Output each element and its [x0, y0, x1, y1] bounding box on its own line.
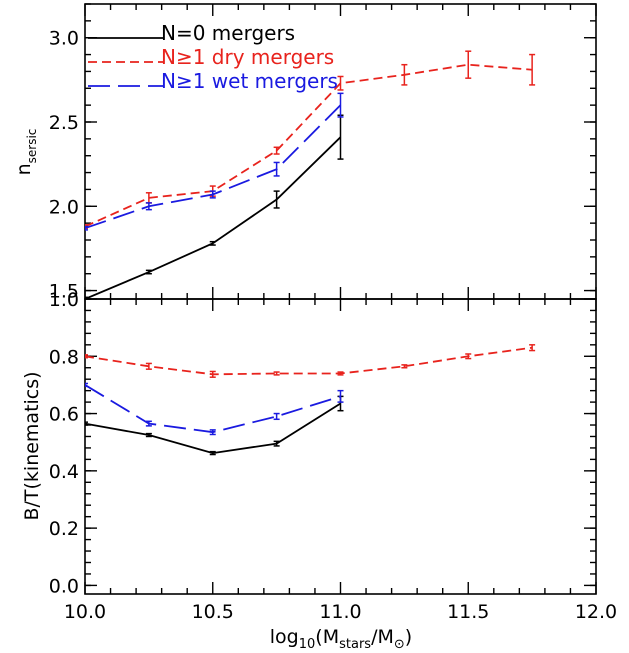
series-group-top — [85, 50, 536, 299]
y-tick-label: 0.0 — [49, 575, 79, 597]
x-axis-label: log10(Mstars/M⊙) — [270, 626, 412, 652]
series-line-2 — [85, 104, 342, 230]
y-tick-label: 0.8 — [49, 346, 79, 368]
y-tick-label: 1.0 — [49, 289, 79, 311]
y-axis-label-top: nsersic — [13, 129, 39, 176]
legend-label-2: N≥1 wet mergers — [161, 69, 338, 93]
series-line-0 — [85, 402, 341, 455]
x-tick-label: 12.0 — [575, 601, 617, 623]
series-line-0 — [85, 136, 342, 299]
y-tick-label: 0.6 — [49, 404, 79, 426]
x-tick-label: 10.0 — [64, 601, 106, 623]
y-tick-label: 2.0 — [49, 196, 79, 218]
series-group-bottom — [85, 344, 536, 456]
x-tick-label: 11.0 — [319, 601, 361, 623]
series-line-2 — [85, 384, 341, 434]
panel-bottom-bt: 0.0 0.2 0.4 0.6 0.8 1.0 10.0 10.5 11.0 11.5 12.0 — [49, 289, 617, 623]
y-tick-label: 0.4 — [49, 461, 79, 483]
y-tick-label: 1.5 — [49, 281, 79, 303]
legend-label-0: N=0 mergers — [161, 21, 295, 45]
legend-label-1: N≥1 dry mergers — [161, 45, 334, 69]
plot-frame-bottom — [84, 298, 597, 595]
axis-labels: nsersic B/T(kinematics) log10(Mstars/M⊙) — [13, 129, 412, 652]
x-tick-label: 10.5 — [192, 601, 234, 623]
y-axis-label-bottom: B/T(kinematics) — [21, 371, 43, 520]
panel-top-sersic: 1.5 2.0 2.5 3.0 — [49, 3, 597, 303]
series-line-1 — [85, 63, 533, 228]
series-line-1 — [85, 346, 533, 376]
y-tick-label: 0.2 — [49, 518, 79, 540]
y-tick-label: 3.0 — [49, 28, 79, 50]
y-tick-label: 2.5 — [49, 112, 79, 134]
x-tick-label: 11.5 — [447, 601, 489, 623]
